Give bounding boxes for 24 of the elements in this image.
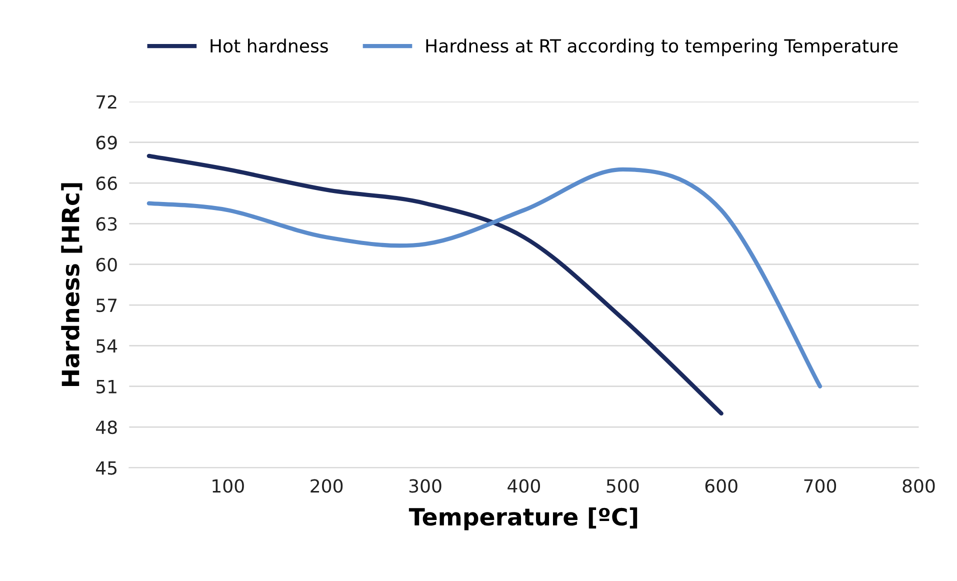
x-tick-label: 200	[310, 479, 343, 493]
y-tick-label: 51	[96, 380, 116, 394]
y-tick-label: 45	[96, 461, 117, 475]
x-tick-label: 700	[804, 479, 836, 493]
line-series	[146, 167, 822, 388]
y-tick-label: 69	[96, 136, 117, 150]
x-tick-label: 500	[606, 479, 639, 493]
x-tick-label: 300	[409, 479, 442, 493]
legend-label: Hardness at RT according to tempering Temperature	[426, 38, 898, 56]
legend-label: Hot hardness	[210, 38, 328, 53]
y-axis-title: Hardness [HRc]	[61, 183, 82, 386]
x-tick-label: 600	[705, 479, 738, 493]
y-tick-label: 57	[96, 298, 117, 312]
y-tick-label: 63	[96, 217, 117, 231]
y-tick-label: 60	[96, 258, 117, 272]
line-series	[146, 154, 724, 416]
x-tick-label: 800	[902, 479, 935, 493]
y-tick-label: 48	[96, 420, 117, 434]
y-tick-label: 72	[96, 95, 116, 109]
y-tick-label: 66	[96, 176, 117, 190]
x-tick-label: 100	[212, 479, 244, 493]
x-axis-title: Temperature [ºC]	[408, 507, 638, 530]
y-tick-label: 54	[96, 339, 118, 353]
x-tick-label: 400	[508, 479, 540, 493]
